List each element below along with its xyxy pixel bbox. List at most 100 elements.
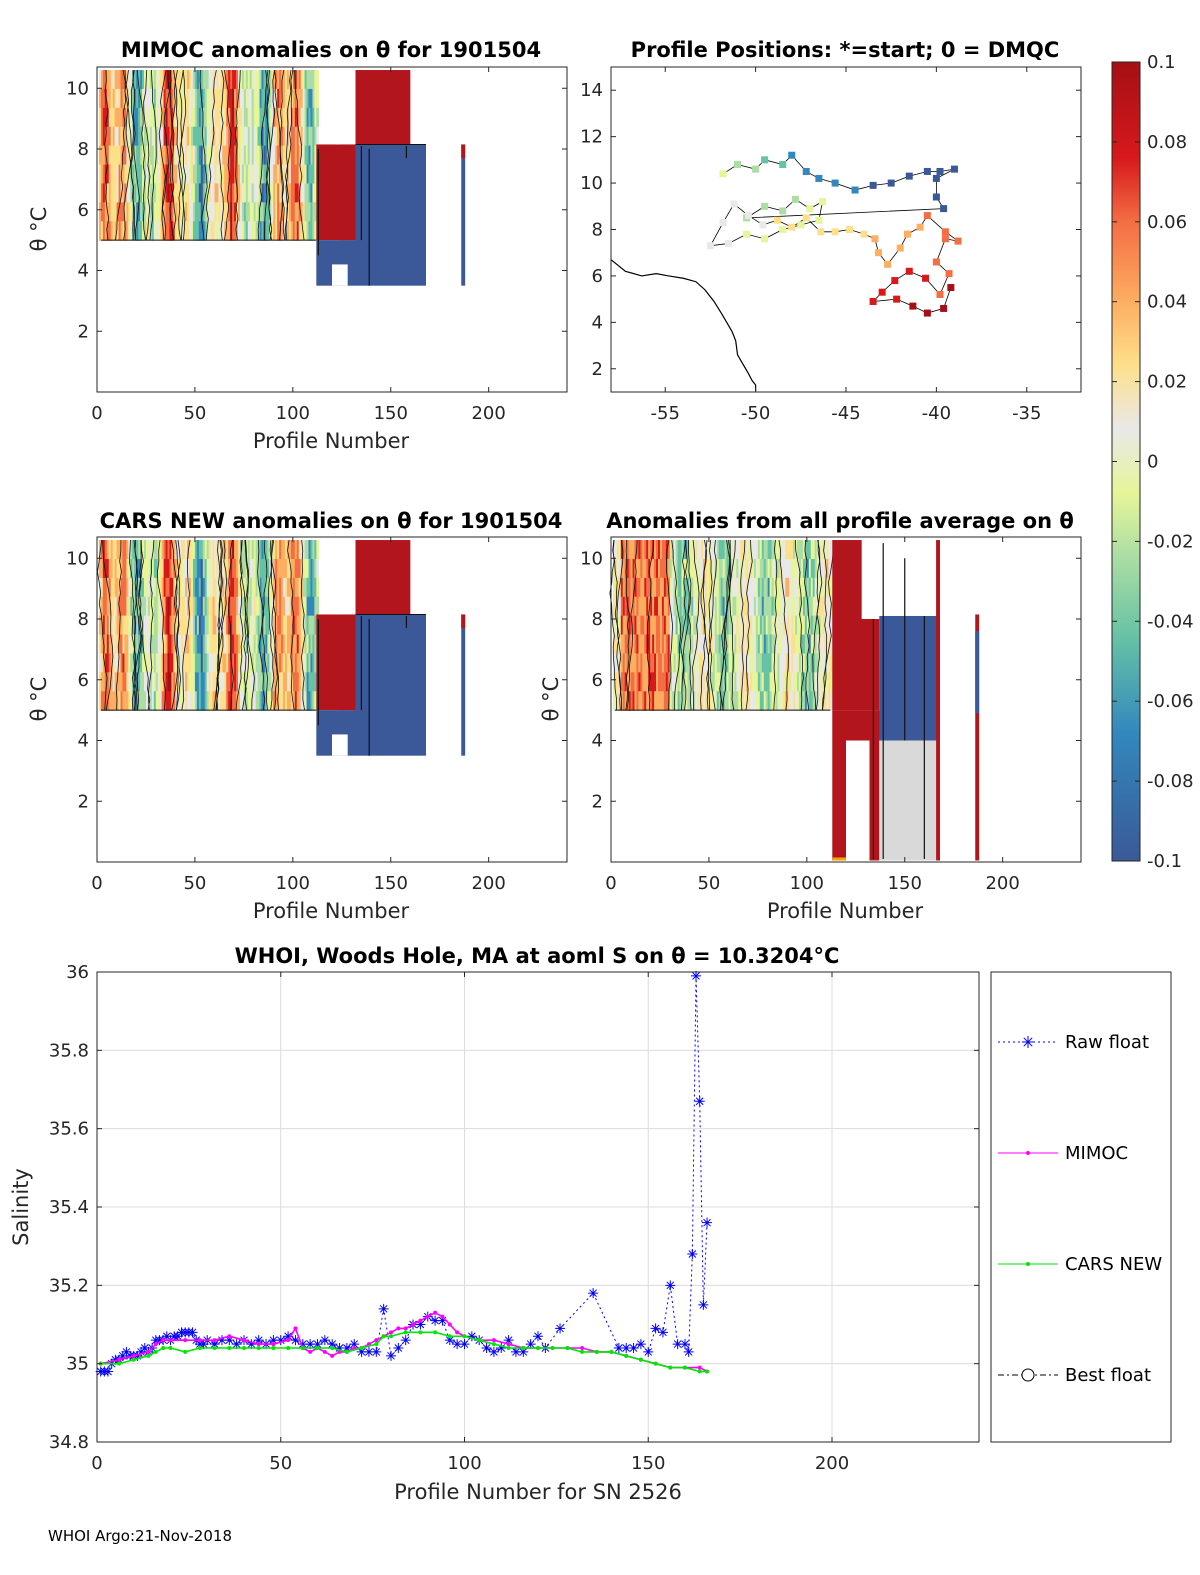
heatmap-cell — [658, 634, 661, 655]
heatmap-cell — [269, 221, 272, 241]
heatmap-cell — [726, 691, 730, 711]
heatmap-cell — [734, 691, 737, 711]
heatmap-cell — [716, 691, 720, 711]
heatmap-cell — [140, 88, 143, 109]
heatmap-cell — [145, 164, 149, 185]
contour-line — [680, 539, 687, 711]
heatmap-cell — [228, 540, 231, 560]
heatmap-cell — [732, 577, 735, 598]
heatmap-cell — [140, 107, 143, 128]
heatmap-cell — [634, 596, 638, 617]
heatmap-cell — [224, 691, 227, 711]
heatmap-cell — [159, 164, 163, 185]
heatmap-cell — [239, 558, 243, 579]
heatmap-cell — [277, 164, 280, 185]
heatmap-cell — [288, 540, 292, 560]
heatmap-cell — [210, 183, 214, 203]
heatmap-cell — [286, 202, 290, 222]
heatmap-cell — [298, 653, 302, 673]
heatmap-cell — [820, 691, 824, 711]
heatmap-cell — [222, 540, 225, 560]
heatmap-cell — [302, 540, 306, 560]
heatmap-cell — [771, 634, 775, 655]
heatmap-cell — [169, 672, 173, 692]
heatmap-cell — [267, 202, 270, 222]
heatmap-cell — [658, 596, 661, 617]
heatmap-cell — [206, 634, 210, 655]
heatmap-cell — [665, 596, 669, 617]
heatmap-cell — [642, 672, 645, 692]
heatmap-cell — [703, 672, 706, 692]
heatmap-cell — [773, 653, 777, 673]
heatmap-cell — [304, 691, 308, 711]
heatmap-cell — [783, 634, 786, 655]
heatmap-cell — [752, 577, 755, 598]
heatmap-cell — [249, 653, 253, 673]
heatmap-cell — [656, 577, 659, 598]
heatmap-block — [339, 614, 356, 711]
heatmap-cell — [189, 653, 192, 673]
heatmap-cell — [638, 653, 641, 673]
heatmap-cell — [642, 540, 645, 560]
heatmap-cell — [210, 558, 214, 579]
heatmap-cell — [789, 596, 792, 617]
heatmap-cell — [755, 558, 759, 579]
heatmap-cell — [236, 615, 239, 636]
heatmap-cell — [638, 596, 641, 617]
heatmap-cell — [187, 672, 190, 692]
heatmap-cell — [144, 107, 147, 128]
heatmap-cell — [157, 88, 161, 109]
heatmap-cell — [708, 577, 712, 598]
heatmap-cell — [153, 183, 157, 203]
heatmap-cell — [710, 615, 714, 636]
heatmap-cell — [159, 691, 163, 711]
heatmap-cell — [267, 653, 270, 673]
heatmap-cell — [720, 577, 724, 598]
heatmap-cell — [144, 145, 147, 166]
raw-float-point — [246, 1339, 257, 1350]
heatmap-cell — [661, 577, 665, 598]
heatmap-cell — [304, 634, 308, 655]
heatmap-cell — [138, 615, 141, 636]
profile-marker — [940, 205, 948, 213]
heatmap-cell — [724, 540, 728, 560]
raw-float-point — [665, 1280, 676, 1291]
heatmap-cell — [236, 558, 239, 579]
heatmap-cell — [183, 596, 186, 617]
heatmap-cell — [114, 183, 118, 203]
heatmap-cell — [198, 634, 202, 655]
heatmap-cell — [726, 558, 730, 579]
heatmap-cell — [259, 558, 263, 579]
coastline — [610, 259, 757, 391]
heatmap-cell — [799, 691, 802, 711]
x-tick-label: 150 — [888, 873, 922, 894]
heatmap-cell — [767, 691, 771, 711]
heatmap-cell — [763, 615, 767, 636]
heatmap-cell — [281, 691, 284, 711]
x-tick-label: 200 — [815, 1453, 849, 1474]
heatmap-cell — [181, 221, 184, 241]
heatmap-cell — [273, 164, 276, 185]
heatmap-cell — [249, 540, 253, 560]
heatmap-cell — [169, 615, 173, 636]
heatmap-cell — [716, 540, 720, 560]
heatmap-cell — [767, 615, 771, 636]
heatmap-cell — [281, 577, 284, 598]
heatmap-cell — [165, 540, 169, 560]
heatmap-cell — [142, 596, 145, 617]
heatmap-cell — [147, 634, 151, 655]
heatmap-cell — [171, 577, 174, 598]
heatmap-cell — [802, 653, 806, 673]
heatmap-cell — [167, 634, 171, 655]
heatmap-cell — [793, 691, 796, 711]
heatmap-cell — [275, 202, 278, 222]
heatmap-cell — [206, 691, 210, 711]
heatmap-cell — [138, 672, 141, 692]
heatmap-cell — [304, 164, 308, 185]
heatmap-cell — [163, 70, 167, 90]
x-tick-label: -35 — [1012, 403, 1041, 424]
profile-marker — [761, 235, 769, 243]
heatmap-cell — [222, 88, 225, 109]
heatmap-cell — [683, 615, 687, 636]
heatmap-cell — [194, 691, 198, 711]
